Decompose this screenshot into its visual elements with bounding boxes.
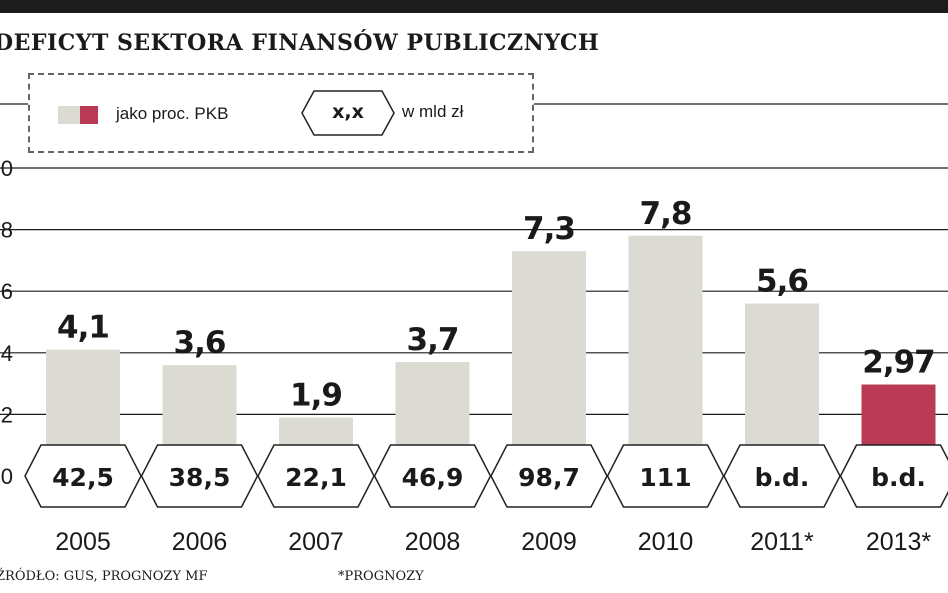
x-tick-label: 2011* — [750, 528, 814, 556]
y-tick-label: 4 — [1, 341, 13, 366]
y-tick-label: 8 — [1, 218, 13, 243]
legend-swatch-grey — [58, 106, 80, 124]
legend-hexagon-icon — [301, 90, 395, 136]
bar-value-label: 1,9 — [290, 377, 342, 413]
x-tick-label: 2008 — [405, 528, 461, 556]
value-hexagon — [490, 444, 608, 508]
x-tick-label: 2013* — [866, 528, 932, 556]
x-tick-label: 2005 — [55, 528, 111, 556]
bar — [628, 235, 703, 476]
forecast-note: *PROGNOZY — [338, 569, 424, 584]
chart-title: DEFICYT SEKTORA FINANSÓW PUBLICZNYCH — [0, 30, 600, 56]
hexagon-value-label: 111 — [639, 463, 691, 492]
x-tick-label: 2010 — [638, 528, 694, 556]
legend-label-abs: w mld zł — [402, 102, 464, 121]
y-tick-label: 10 — [0, 156, 13, 181]
top-bar — [0, 0, 948, 13]
value-hexagon — [606, 444, 725, 508]
value-hexagon — [723, 444, 841, 508]
value-hexagon — [257, 444, 375, 508]
value-hexagon — [839, 444, 948, 508]
bar-value-label: 3,6 — [174, 325, 226, 361]
bar-value-label: 7,3 — [523, 211, 575, 247]
value-hexagon — [373, 444, 492, 508]
bar-value-label: 3,7 — [407, 322, 459, 358]
value-hexagon — [140, 444, 259, 508]
x-tick-label: 2006 — [172, 528, 228, 556]
bar-value-label: 4,1 — [57, 310, 109, 346]
source-note: ŹRÓDŁO: GUS, PROGNOZY MF — [0, 569, 208, 584]
hexagon-value-label: b.d. — [755, 463, 810, 492]
legend-swatch-red — [80, 106, 98, 124]
y-tick-label: 6 — [1, 279, 13, 304]
value-hexagon — [24, 444, 142, 508]
hexagon-value-label: 22,1 — [285, 463, 347, 492]
bar-value-label: 2,97 — [862, 345, 935, 381]
bar — [512, 251, 586, 476]
legend-label-pct: jako proc. PKB — [116, 104, 229, 123]
x-tick-label: 2009 — [521, 528, 577, 556]
bar-value-label: 7,8 — [640, 196, 692, 232]
hexagon-value-label: 38,5 — [169, 463, 231, 492]
legend-hex-sample: x,x — [332, 101, 364, 123]
y-tick-label: 2 — [1, 402, 13, 427]
hexagon-value-label: 98,7 — [518, 463, 580, 492]
bar-value-label: 5,6 — [756, 264, 808, 300]
hexagon-value-label: b.d. — [871, 463, 926, 492]
hexagon-value-label: 46,9 — [402, 463, 464, 492]
hexagon-value-label: 42,5 — [52, 463, 114, 492]
y-tick-label: 0 — [1, 464, 13, 489]
x-tick-label: 2007 — [288, 528, 344, 556]
legend: jako proc. PKB x,x w mld zł — [28, 73, 534, 153]
